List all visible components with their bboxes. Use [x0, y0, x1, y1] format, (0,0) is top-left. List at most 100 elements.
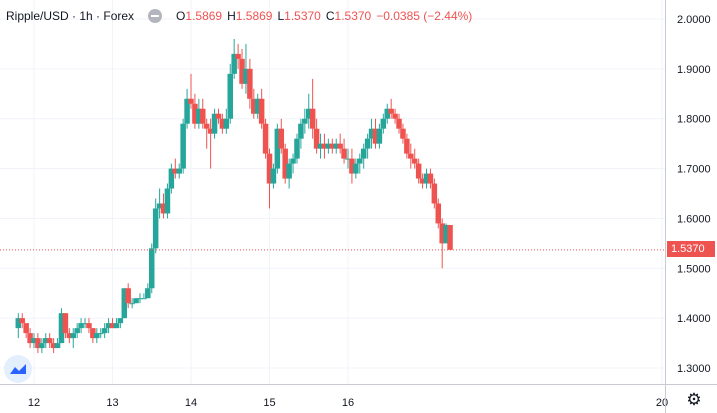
candle-body — [58, 313, 65, 344]
candle-body — [168, 168, 175, 189]
candle-body — [258, 98, 265, 124]
chart-legend: Ripple/USD · 1h · Forex O1.5869 H1.5869 … — [6, 8, 472, 24]
candle-body — [172, 168, 179, 174]
eye-off-icon[interactable] — [148, 9, 163, 23]
candle-body — [145, 288, 151, 299]
candle-body — [294, 138, 300, 159]
candle-body — [266, 153, 273, 184]
y-tick-label: 1.6000 — [677, 213, 711, 225]
candle-body — [380, 118, 387, 129]
candle-body — [243, 68, 249, 84]
candle-body — [396, 118, 402, 129]
candle-body — [392, 113, 398, 119]
y-tick-label: 1.9000 — [677, 64, 711, 76]
candle-body — [188, 98, 194, 104]
candle-body — [70, 333, 76, 339]
candle-body — [411, 158, 418, 164]
ohlc-values: O1.5869 H1.5869 L1.5370 C1.5370 −0.0385 … — [176, 9, 472, 23]
open-label: O — [176, 9, 186, 23]
candle-body — [203, 123, 210, 129]
close-value: 1.5370 — [334, 9, 372, 23]
candle-body — [251, 98, 257, 114]
candle-body — [321, 143, 328, 149]
candle-body — [431, 183, 438, 204]
candle-body — [129, 303, 135, 305]
candle-body — [196, 108, 202, 124]
candle-body — [309, 108, 316, 129]
candle-body — [317, 143, 324, 149]
x-tick-label: 20 — [656, 397, 668, 409]
candle-body — [372, 128, 379, 144]
candle-body — [200, 108, 206, 124]
y-tick-label: 1.4000 — [677, 313, 711, 325]
open-value: 1.5869 — [185, 9, 223, 23]
candle-body — [302, 118, 308, 124]
candle-body — [207, 128, 214, 134]
candle-body — [117, 318, 124, 324]
gear-icon[interactable]: ⚙ — [686, 390, 702, 409]
candle-body — [219, 118, 226, 129]
candle-body — [419, 178, 426, 184]
candle-body — [39, 343, 45, 349]
candle-body — [164, 188, 171, 214]
low-label: L — [277, 9, 285, 23]
grid — [0, 0, 665, 384]
candle-body — [15, 318, 22, 329]
candle-body — [137, 298, 143, 300]
candle-body — [66, 333, 73, 339]
candle-body — [427, 173, 434, 184]
candle-body — [384, 108, 390, 119]
candle-body — [23, 323, 29, 334]
candle-body — [408, 153, 414, 159]
candle-body — [101, 328, 108, 334]
candle-body — [388, 108, 394, 114]
candle-body — [141, 298, 147, 300]
candle-body — [121, 288, 128, 319]
symbol-label: Ripple/USD · 1h · Forex — [6, 9, 135, 23]
low-value: 1.5370 — [284, 9, 321, 23]
change-value: −0.0385 (−2.44%) — [376, 9, 473, 23]
candle-body — [439, 223, 445, 244]
candle-body — [274, 128, 281, 169]
candle-body — [247, 68, 253, 99]
candle-body — [235, 53, 241, 59]
candle-body — [298, 123, 304, 139]
candle-body — [192, 103, 198, 124]
candle-body — [282, 148, 288, 179]
candle-body — [82, 323, 88, 325]
candle-body — [86, 323, 92, 329]
y-tick-label: 1.3000 — [677, 363, 711, 375]
candle-body — [290, 158, 296, 164]
candle-body — [223, 118, 230, 129]
candle-body — [286, 163, 292, 179]
candle-body — [262, 123, 269, 154]
candle-body — [215, 113, 222, 119]
candle-body — [368, 128, 375, 139]
candle-body — [149, 248, 155, 289]
candle-body — [180, 123, 186, 169]
tradingview-logo-icon[interactable] — [4, 355, 32, 383]
candle-body — [35, 338, 41, 349]
candle-body — [50, 343, 57, 349]
x-tick-label: 16 — [342, 397, 354, 409]
candle-body — [43, 338, 49, 344]
candle-body — [270, 168, 277, 184]
candle-body — [329, 143, 336, 149]
candle-body — [211, 113, 218, 134]
y-tick-label: 2.0000 — [677, 14, 711, 26]
candle-body — [337, 143, 343, 149]
candle-body — [97, 333, 104, 335]
candle-body — [94, 333, 100, 339]
candle-body — [231, 53, 237, 74]
candle-body — [357, 158, 363, 164]
candle-body — [325, 143, 332, 149]
candle-body — [313, 128, 320, 149]
candle-body — [160, 203, 167, 214]
candle-body — [415, 163, 422, 179]
candle-body — [345, 158, 351, 160]
candle-body — [156, 203, 163, 209]
candle-body — [176, 168, 182, 174]
candle-body — [435, 203, 442, 224]
